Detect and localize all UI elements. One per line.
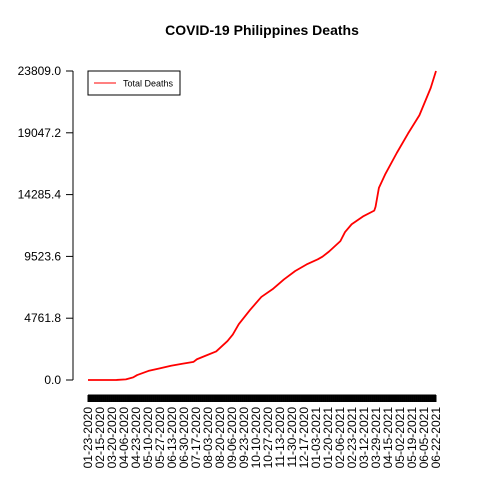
x-tick-label: 03-12-2021 xyxy=(357,407,371,469)
x-tick-label: 05-10-2020 xyxy=(141,407,155,469)
x-tick-label: 07-17-2020 xyxy=(189,407,203,469)
x-tick-label: 09-23-2020 xyxy=(237,407,251,469)
x-tick-label: 06-30-2020 xyxy=(177,407,191,469)
x-tick-label: 01-23-2020 xyxy=(81,407,95,469)
legend-label-total-deaths: Total Deaths xyxy=(123,79,174,89)
x-tick-label: 08-03-2020 xyxy=(201,407,215,469)
y-axis: 0.0 4761.8 9523.6 14285.4 19047.2 23809.0 xyxy=(18,64,74,387)
x-tick-label: 02-15-2020 xyxy=(93,407,107,469)
x-tick-label: 06-13-2020 xyxy=(165,407,179,469)
x-tick-label: 10-27-2020 xyxy=(261,407,275,469)
x-tick-label: 05-02-2021 xyxy=(393,407,407,469)
series-line-total-deaths xyxy=(88,70,437,381)
x-tick-label: 02-23-2021 xyxy=(345,407,359,469)
x-tick-label: 08-20-2020 xyxy=(213,407,227,469)
y-tick-label: 9523.6 xyxy=(24,249,61,263)
x-tick-label: 01-03-2021 xyxy=(309,407,323,469)
x-tick-label: 03-20-2020 xyxy=(105,407,119,469)
x-tick-label: 10-10-2020 xyxy=(249,407,263,469)
x-tick-label: 11-13-2020 xyxy=(273,407,287,468)
x-tick-label: 02-06-2021 xyxy=(333,407,347,469)
legend: Total Deaths xyxy=(87,70,181,96)
x-tick-label: 04-15-2021 xyxy=(381,407,395,469)
x-tick-label: 01-20-2021 xyxy=(321,407,335,469)
x-tick-label: 05-27-2020 xyxy=(153,407,167,469)
x-tick-label: 09-06-2020 xyxy=(225,407,239,469)
x-tick-label: 06-05-2021 xyxy=(417,407,431,469)
x-tick-label: 04-06-2020 xyxy=(117,407,131,469)
x-tick-label: 04-23-2020 xyxy=(129,407,143,469)
y-tick-label: 23809.0 xyxy=(18,64,62,78)
x-tick-label: 06-22-2021 xyxy=(429,407,443,469)
x-tick-label: 11-30-2020 xyxy=(285,407,299,468)
y-tick-label: 19047.2 xyxy=(18,126,62,140)
x-tick-label: 05-19-2021 xyxy=(405,407,419,469)
y-tick-label: 0.0 xyxy=(44,373,61,387)
chart-title: COVID-19 Philippines Deaths xyxy=(165,22,359,38)
y-tick-label: 14285.4 xyxy=(18,188,62,202)
series-layer xyxy=(88,70,437,381)
x-axis: 01-23-202002-15-202003-20-202004-06-2020… xyxy=(81,394,443,469)
x-tick-label: 03-29-2021 xyxy=(369,407,383,469)
x-tick-label: 12-17-2020 xyxy=(297,407,311,469)
y-tick-label: 4761.8 xyxy=(24,311,61,325)
